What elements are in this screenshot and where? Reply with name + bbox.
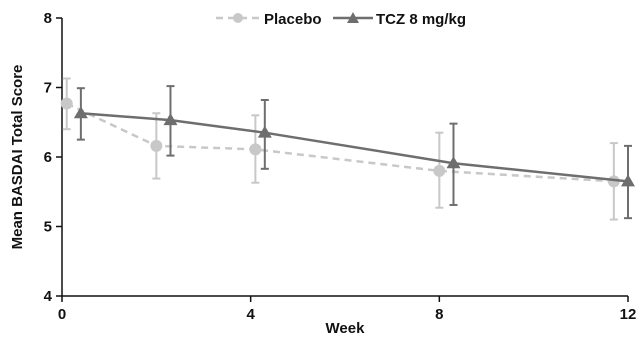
legend-placebo-label: Placebo [264,11,322,28]
legend-tcz-label: TCZ 8 mg/kg [376,11,466,28]
x-tick-label: 12 [620,306,637,323]
y-tick-label: 6 [44,149,52,166]
axes [61,18,628,297]
x-axis-title: Week [326,320,366,337]
legend-tcz-marker [347,12,359,23]
legend-placebo-marker [233,13,243,23]
legend-item-placebo: Placebo [216,11,322,28]
y-ticks: 4 5 6 7 8 [44,10,62,305]
data-point-placebo [60,97,73,110]
data-point-placebo [433,164,446,177]
series-line-tcz [80,111,629,183]
data-point-tcz [257,125,272,138]
x-tick-label: 4 [246,306,255,323]
data-point-placebo [150,139,163,152]
data-point-tcz [73,106,88,119]
data-point-tcz [163,113,178,126]
y-tick-label: 8 [44,10,52,27]
data-point-tcz [446,156,461,169]
series-tcz [73,85,635,220]
series-line-placebo [66,102,614,183]
data-point-placebo [249,143,262,156]
data-point-tcz [621,174,635,187]
x-ticks: 0 4 8 12 [58,296,637,323]
y-tick-label: 4 [44,288,53,305]
legend: Placebo TCZ 8 mg/kg [216,11,466,28]
series-layer [60,77,635,221]
legend-item-tcz: TCZ 8 mg/kg [333,11,466,28]
x-tick-label: 0 [58,306,66,323]
x-tick-label: 8 [435,306,443,323]
y-axis-title: Mean BASDAI Total Score [9,65,26,250]
y-tick-label: 5 [44,219,52,236]
series-placebo [60,77,620,221]
y-tick-label: 7 [44,80,52,97]
